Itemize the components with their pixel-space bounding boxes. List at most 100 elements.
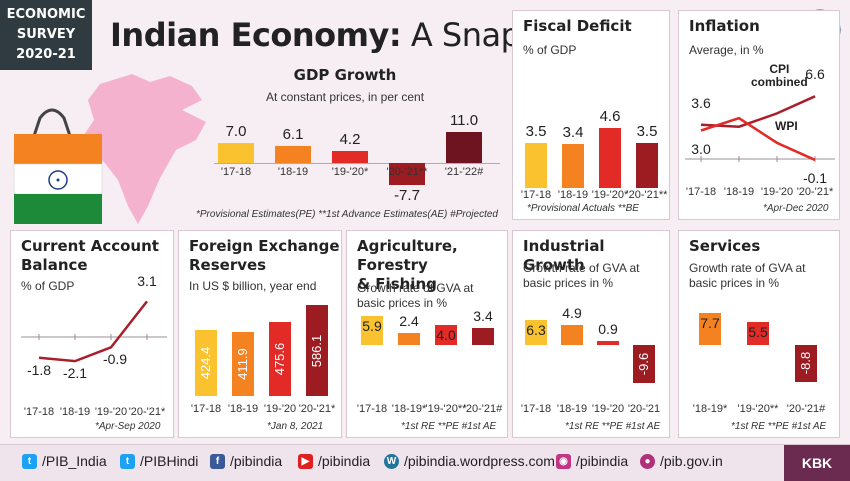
youtube-icon: ▶ <box>298 453 313 469</box>
agri-title-line-1: Agriculture, Forestry <box>357 237 458 274</box>
agri-title-line-2: & Fishing <box>357 275 437 293</box>
fiscal-tick-label: '17-18 <box>520 189 552 201</box>
footer-item-twitter-india[interactable]: t/PIB_India <box>22 453 107 469</box>
gdp-data-label: 6.1 <box>282 125 304 143</box>
cab-tick-label: '17-18 <box>23 406 55 418</box>
credit-label: KBK <box>801 455 833 471</box>
forex-title-line-2: Reserves <box>189 256 267 274</box>
fiscal-title: Fiscal Deficit <box>523 17 632 35</box>
services-subtitle-line-2: basic prices in % <box>689 276 780 290</box>
gdp-bar <box>446 132 482 163</box>
agri-footnote: *1st RE **PE #1st AE <box>401 421 497 432</box>
services-subtitle: Growth rate of GVA at basic prices in % <box>689 261 806 291</box>
forex-bar <box>195 330 217 396</box>
agri-chart: 5.9 '17-18 2.4 '18-19* 4.0 '19-'20** 3.4 '20-'2… <box>347 231 509 439</box>
inflation-title: Inflation <box>689 17 760 35</box>
social-footer: t/PIB_India t/PIBHindi f/pibindia ▶ /pibi… <box>0 444 850 481</box>
gdp-tick-label: '21-'22# <box>444 166 484 178</box>
footer-item-twitter-hindi[interactable]: t/PIBHindi <box>120 453 198 469</box>
fiscal-data-label: 3.5 <box>636 122 658 140</box>
industry-data-label: 0.9 <box>598 321 618 338</box>
cab-title-line-2: Balance <box>21 256 88 274</box>
web-icon: ● <box>640 453 655 469</box>
industry-tick-label: '19-'20 <box>591 403 625 415</box>
gdp-tick-label: '18-19 <box>277 166 309 178</box>
fiscal-card: Fiscal Deficit % of GDP 3.5 '17-18 3.4 '18-… <box>512 10 670 220</box>
forex-tick-label: '19-'20 <box>263 403 297 415</box>
survey-badge: ECONOMIC SURVEY 2020-21 <box>0 0 92 70</box>
industry-tick-label: '17-18 <box>520 403 552 415</box>
gdp-axis-line <box>214 163 500 164</box>
twitter-icon: t <box>22 453 37 469</box>
inflation-data-label: 3.0 <box>691 140 711 157</box>
footer-label: /pib.gov.in <box>660 453 723 469</box>
badge-line-1: ECONOMIC <box>6 7 86 22</box>
forex-bar <box>232 332 254 396</box>
agri-data-label: 4.0 <box>436 327 456 343</box>
agri-card: Agriculture, Forestry & Fishing Growth r… <box>346 230 508 438</box>
forex-bar <box>269 322 291 396</box>
footer-item-instagram[interactable]: ◉ /pibindia <box>556 453 628 469</box>
agri-bar <box>361 315 383 345</box>
agri-title: Agriculture, Forestry & Fishing <box>357 237 507 294</box>
services-chart: 7.7 '18-19* 5.5 '19-'20** -8.8 '20-'21# <box>679 231 841 439</box>
inflation-chart: 3.6 6.6 3.0 -0.1 '17-18 '18-19 '19-'20'20-'21* <box>679 11 841 221</box>
footer-item-website[interactable]: ● /pib.gov.in <box>640 453 723 469</box>
facebook-icon: f <box>210 453 225 469</box>
gdp-bar <box>332 151 368 163</box>
agri-data-label: 3.4 <box>473 308 493 324</box>
fiscal-subtitle: % of GDP <box>523 43 577 57</box>
forex-tick-label: '17-18 <box>190 403 222 415</box>
services-bar <box>699 312 721 345</box>
fiscal-footnote: *Provisional Actuals **BE <box>527 203 639 214</box>
forex-card: Foreign Exchange Reserves In US $ billio… <box>178 230 342 438</box>
industry-subtitle-line-1: Growth rate of GVA at <box>523 261 640 275</box>
gdp-data-label: 4.2 <box>339 131 361 149</box>
agri-tick-label: '20-'21# <box>463 403 503 415</box>
inflation-footnote: *Apr-Dec 2020 <box>763 203 829 214</box>
services-subtitle-line-1: Growth rate of GVA at <box>689 261 806 275</box>
industry-tick-label: '20-'21 <box>627 403 661 415</box>
inflation-series-line <box>700 116 816 162</box>
services-data-label: -8.8 <box>798 352 813 375</box>
industry-bar <box>633 345 655 384</box>
footer-label: /pibindia <box>230 453 283 469</box>
inflation-data-label: 6.6 <box>805 66 825 83</box>
services-tick-label: '19-'20** <box>737 403 779 415</box>
forex-subtitle: In US $ billion, year end <box>189 279 317 293</box>
footer-label: /PIBHindi <box>140 453 199 469</box>
inflation-card: Inflation Average, in % 3.6 6.6 3.0 -0.1 '17… <box>678 10 840 220</box>
footer-label: /pibindia.wordpress.com <box>404 453 555 469</box>
cab-series-line <box>38 300 148 363</box>
gdp-chart: 7.0 '17-18 6.1 '18-19 4.2 '19-'20* -7.7 '20-'21… <box>190 62 500 230</box>
agri-bar <box>398 333 420 345</box>
industry-footnote: *1st RE **PE #1st AE <box>565 421 661 432</box>
forex-bar <box>306 305 328 396</box>
industry-bar <box>597 341 619 345</box>
gdp-data-label: 11.0 <box>449 112 479 130</box>
services-data-label: 7.7 <box>700 314 720 331</box>
industry-data-label: 6.3 <box>526 321 546 338</box>
cab-card: Current Account Balance % of GDP -1.8 -2.… <box>10 230 174 438</box>
gdp-bar <box>389 163 425 185</box>
gdp-tick-label: '19-'20* <box>331 166 369 178</box>
cab-data-label: -0.9 <box>102 351 128 368</box>
agri-tick-label: '19-'20** <box>425 403 467 415</box>
agri-subtitle-line-2: basic prices in % <box>357 296 448 310</box>
cab-data-label: -1.8 <box>26 361 52 378</box>
services-data-label: 5.5 <box>748 323 768 340</box>
services-title: Services <box>689 237 761 255</box>
inflation-tick-label: '19-'20 <box>760 186 794 198</box>
forex-data-label: 424.4 <box>198 346 213 380</box>
industry-data-label: 4.9 <box>562 305 582 322</box>
industry-bar <box>525 319 547 345</box>
footer-item-wordpress[interactable]: W/pibindia.wordpress.com <box>384 453 555 469</box>
forex-footnote: *Jan 8, 2021 <box>267 421 324 432</box>
fiscal-tick-label: '20-'21** <box>626 189 668 201</box>
footer-item-facebook[interactable]: f/pibindia <box>210 453 282 469</box>
inflation-tick-label: '18-19 <box>723 186 755 198</box>
gdp-data-label: -7.7 <box>394 186 420 204</box>
fiscal-data-label: 4.6 <box>599 108 621 126</box>
badge-line-2: SURVEY <box>16 27 76 42</box>
footer-item-youtube[interactable]: ▶ /pibindia <box>298 453 370 469</box>
